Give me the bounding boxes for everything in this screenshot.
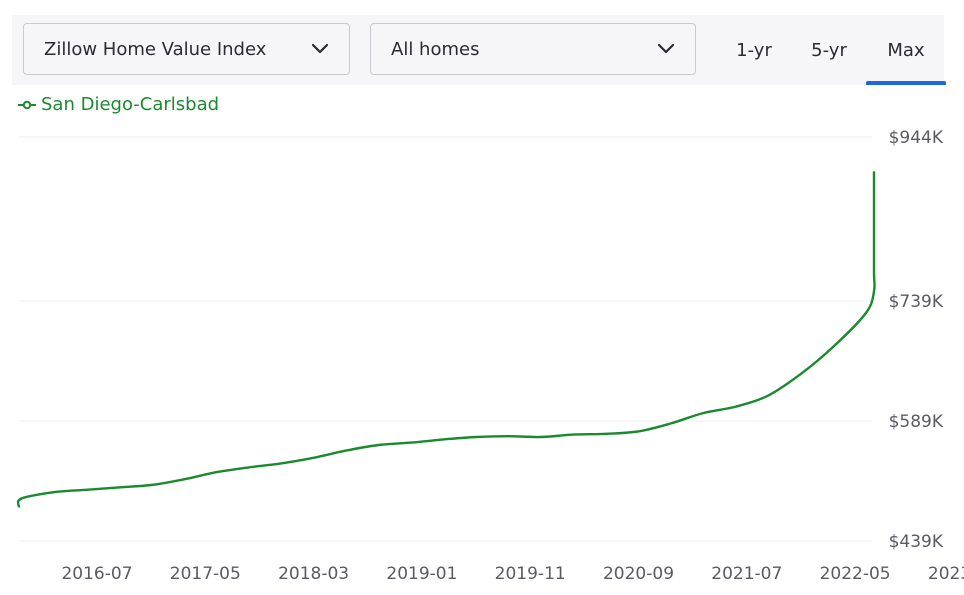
- chart-toolbar: Zillow Home Value Index All homes 1-yr 5…: [12, 15, 946, 85]
- selected-range-indicator: [866, 81, 946, 85]
- range-5yr-button[interactable]: 5-yr: [796, 15, 862, 85]
- range-1yr-button[interactable]: 1-yr: [722, 15, 786, 85]
- series-marker-icon: [18, 100, 36, 109]
- range-max-button[interactable]: Max: [866, 15, 946, 85]
- metric-select-label: Zillow Home Value Index: [44, 38, 267, 60]
- x-tick-label: 2019-11: [495, 564, 566, 584]
- range-5yr-label: 5-yr: [811, 39, 847, 61]
- y-tick-label: $944K: [889, 128, 944, 148]
- metric-select[interactable]: Zillow Home Value Index: [23, 23, 350, 75]
- series-line-0[interactable]: [16, 171, 876, 508]
- x-tick-label: 2022-05: [820, 564, 891, 584]
- x-tick-label: 2020-09: [603, 564, 674, 584]
- home-type-select-label: All homes: [391, 38, 480, 60]
- range-max-label: Max: [887, 39, 925, 61]
- x-tick-label: 2021-07: [711, 564, 782, 584]
- home-type-select[interactable]: All homes: [370, 23, 696, 75]
- chevron-down-icon: [311, 40, 329, 58]
- legend-series-label: San Diego-Carlsbad: [41, 94, 220, 115]
- x-tick-label: 2019-01: [386, 564, 457, 584]
- legend-item-series[interactable]: San Diego-Carlsbad: [18, 94, 219, 115]
- y-tick-label: $589K: [889, 412, 944, 432]
- x-tick-label: 2016-07: [61, 564, 132, 584]
- chevron-down-icon: [657, 40, 675, 58]
- x-tick-label: 2023-03: [928, 564, 964, 584]
- x-tick-label: 2017-05: [170, 564, 241, 584]
- y-tick-label: $739K: [889, 292, 944, 312]
- range-1yr-label: 1-yr: [736, 39, 772, 61]
- y-tick-label: $439K: [889, 532, 944, 552]
- x-tick-label: 2018-03: [278, 564, 349, 584]
